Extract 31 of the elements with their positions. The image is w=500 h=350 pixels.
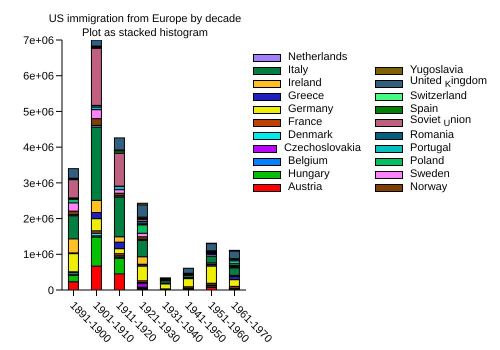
legend-label: Italy: [288, 64, 308, 77]
legend-label: Switzerland: [410, 90, 467, 103]
legend-label: Ireland: [288, 77, 322, 90]
legend-label: Spain: [410, 103, 438, 115]
y-tick-label: 0: [48, 284, 54, 297]
legend-label: Czechoslovakia: [284, 142, 361, 155]
legend-label: Netherlands: [288, 51, 348, 64]
legend-label: Soviet $_{U}$nion: [410, 114, 472, 130]
legend-label: Denmark: [288, 129, 333, 142]
legend-label: Austria: [288, 181, 322, 194]
y-tick-label: 2e+06: [23, 213, 54, 226]
legend-label: Romania: [410, 129, 454, 142]
chart-title: US immigration from Europe by decade: [48, 12, 242, 26]
y-tick-label: 1e+06: [23, 249, 54, 262]
y-tick-label: 6e+06: [23, 70, 54, 83]
legend-label: Greece: [288, 90, 324, 103]
legend-label: Belgium: [288, 155, 328, 168]
y-tick-label: 5e+06: [23, 106, 54, 118]
legend-label: Norway: [410, 181, 448, 194]
legend-label: United $_{K}$ingdom: [410, 75, 488, 91]
y-tick-label: 4e+06: [23, 142, 54, 154]
legend-label: France: [288, 116, 322, 129]
y-tick-label: 3e+06: [23, 178, 54, 190]
legend-label: Germany: [288, 103, 334, 116]
legend-label: Portugal: [410, 142, 451, 155]
legend-label: Poland: [410, 155, 444, 168]
legend-label: Sweden: [410, 168, 450, 181]
legend-label: Yugoslavia: [410, 64, 464, 76]
y-tick-label: 7e+06: [23, 34, 54, 47]
legend-label: Hungary: [288, 168, 330, 181]
chart-subtitle: Plot as stacked histogram: [82, 27, 208, 39]
